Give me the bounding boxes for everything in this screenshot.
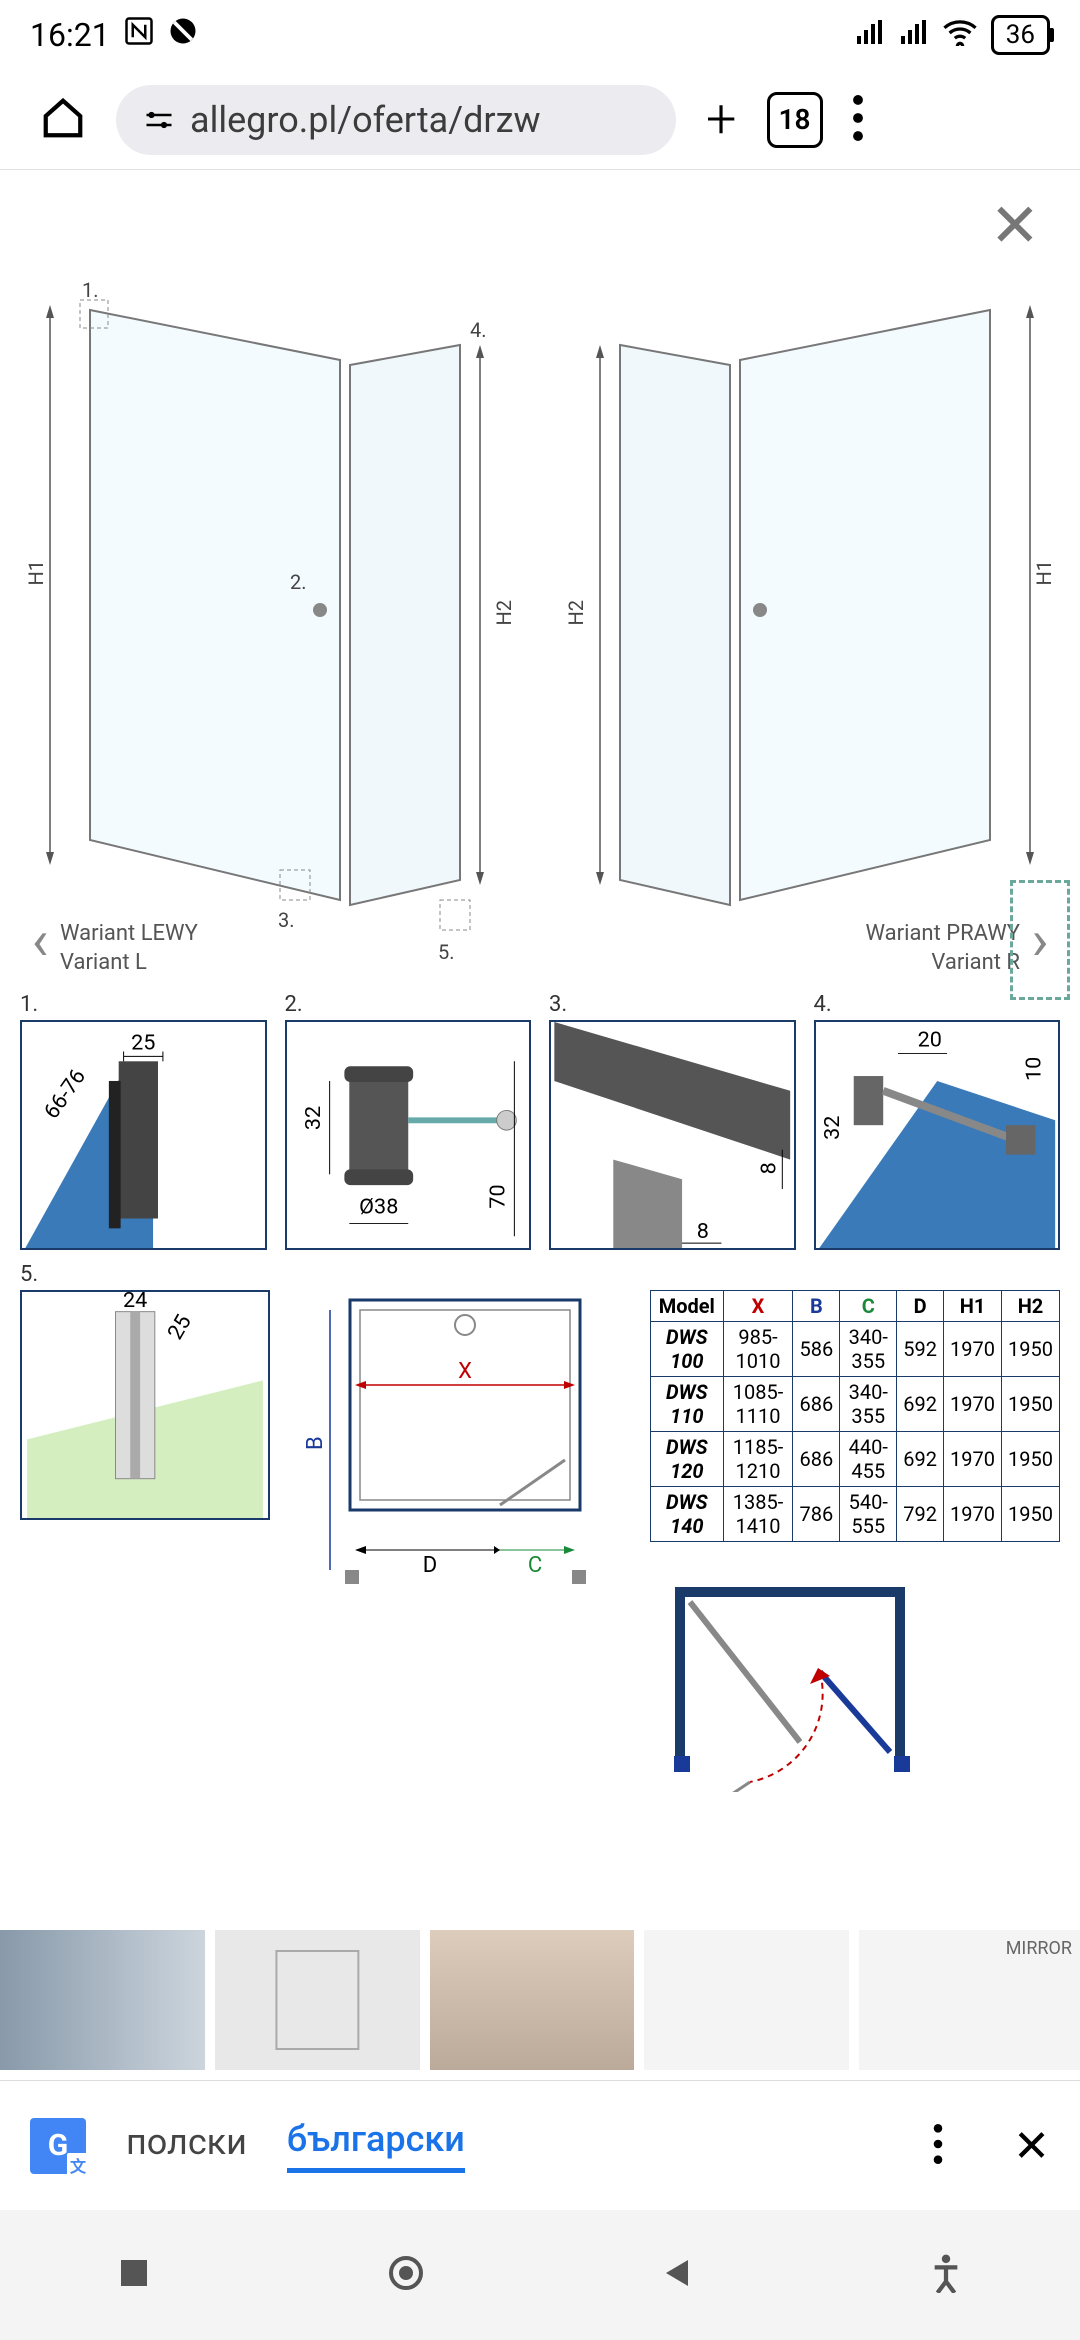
detail-1: 25 66-76 xyxy=(20,1020,267,1250)
svg-text:20: 20 xyxy=(917,1028,941,1053)
svg-text:X: X xyxy=(458,1359,472,1384)
detail-2: 32 Ø38 70 xyxy=(285,1020,532,1250)
detail-num-4: 4. xyxy=(814,992,832,1017)
translate-bar: G文 полски български ✕ xyxy=(0,2080,1080,2210)
nav-recent-icon[interactable] xyxy=(117,2256,151,2294)
svg-text:25: 25 xyxy=(131,1031,155,1056)
table-row: DWS 1401385-1410786540-55579219701950 xyxy=(651,1487,1060,1542)
svg-text:32: 32 xyxy=(300,1106,325,1130)
table-row: DWS 1101085-1110686340-35569219701950 xyxy=(651,1377,1060,1432)
main-diagram: H1 H2 1. 2. 3. 4. 5. H1 H2 Wariant LEWYV… xyxy=(20,280,1060,1000)
svg-text:25: 25 xyxy=(163,1311,197,1345)
mirror-label: MIRROR xyxy=(1006,1938,1072,1959)
detail-row-1: 1. 25 66-76 2. xyxy=(20,1020,1060,1250)
dim-h1-right: H1 xyxy=(1032,560,1056,586)
wifi-icon xyxy=(943,16,977,54)
browser-toolbar: allegro.pl/oferta/drzw + 18 xyxy=(0,70,1080,170)
thumbnail[interactable] xyxy=(644,1930,849,2070)
detail-3: 8 8 xyxy=(549,1020,796,1250)
th-h1: H1 xyxy=(944,1291,1002,1322)
thumbnail[interactable] xyxy=(430,1930,635,2070)
th-b: B xyxy=(793,1291,840,1322)
new-tab-icon[interactable]: + xyxy=(706,88,737,151)
translate-close-icon[interactable]: ✕ xyxy=(1013,2120,1050,2172)
detail-num-1: 1. xyxy=(20,992,38,1017)
prev-image-button[interactable]: ‹ xyxy=(10,880,70,1000)
svg-text:24: 24 xyxy=(123,1292,147,1313)
google-translate-icon[interactable]: G文 xyxy=(30,2118,86,2174)
status-bar: 16:21 36 xyxy=(0,0,1080,70)
svg-text:8: 8 xyxy=(756,1162,781,1174)
dimension-table: Model X B C D H1 H2 DWS 100985-101058634… xyxy=(650,1290,1060,1542)
plan-view: X B D C xyxy=(300,1290,620,1624)
svg-text:8: 8 xyxy=(697,1219,709,1244)
variant-right-label: Wariant PRAWYVariant R xyxy=(866,920,1020,977)
tab-count-button[interactable]: 18 xyxy=(767,92,823,148)
thumbnail[interactable] xyxy=(0,1930,205,2070)
dim-h2-right: H2 xyxy=(564,600,588,626)
clock: 16:21 xyxy=(30,16,110,54)
translate-menu-icon[interactable] xyxy=(933,2124,943,2168)
home-icon[interactable] xyxy=(40,95,86,145)
dnd-icon xyxy=(168,16,198,54)
detail-row-2: 5. 24 25 X xyxy=(20,1290,1060,1792)
svg-text:B: B xyxy=(303,1436,328,1450)
detail-4: 20 10 32 xyxy=(814,1020,1061,1250)
svg-text:10: 10 xyxy=(1021,1057,1046,1081)
site-settings-icon xyxy=(144,105,174,135)
nav-accessibility-icon[interactable] xyxy=(929,2253,963,2297)
svg-text:70: 70 xyxy=(485,1184,510,1208)
th-c: C xyxy=(840,1291,897,1322)
table-row: DWS 100985-1010586340-35559219701950 xyxy=(651,1322,1060,1377)
url-bar[interactable]: allegro.pl/oferta/drzw xyxy=(116,85,676,155)
close-icon[interactable]: ✕ xyxy=(990,190,1040,261)
detail-5: 24 25 xyxy=(20,1290,270,1520)
th-d: D xyxy=(897,1291,944,1322)
table-row: DWS 1201185-1210686440-45569219701950 xyxy=(651,1432,1060,1487)
svg-text:32: 32 xyxy=(819,1116,844,1140)
thumbnail[interactable] xyxy=(215,1930,420,2070)
svg-text:Ø38: Ø38 xyxy=(359,1195,398,1220)
next-image-button[interactable]: › xyxy=(1010,880,1070,1000)
dimension-table-block: Model X B C D H1 H2 DWS 100985-101058634… xyxy=(650,1290,1060,1792)
battery-indicator: 36 xyxy=(991,15,1050,55)
signal-icon-2 xyxy=(899,16,929,54)
svg-text:66-76: 66-76 xyxy=(39,1065,91,1124)
th-model: Model xyxy=(651,1291,724,1322)
lang-target-tab[interactable]: български xyxy=(287,2118,465,2173)
nav-home-icon[interactable] xyxy=(386,2253,426,2297)
svg-text:D: D xyxy=(423,1553,437,1578)
detail-num-5: 5. xyxy=(20,1262,38,1287)
callout-1: 1. xyxy=(82,278,99,302)
th-h2: H2 xyxy=(1002,1291,1060,1322)
callout-3: 3. xyxy=(278,908,295,932)
dim-h2-left: H2 xyxy=(492,600,516,626)
thumbnail[interactable]: MIRROR xyxy=(859,1930,1080,2070)
page-content: ✕ H1 H2 1. 2. 3. 4. 5. xyxy=(0,170,1080,2080)
signal-icon xyxy=(855,16,885,54)
variant-left-label: Wariant LEWYVariant L xyxy=(60,920,198,977)
detail-num-2: 2. xyxy=(285,992,303,1017)
dim-h1-left: H1 xyxy=(24,560,48,586)
menu-kebab-icon[interactable] xyxy=(853,95,863,145)
lang-source-tab[interactable]: полски xyxy=(126,2121,247,2171)
url-text: allegro.pl/oferta/drzw xyxy=(190,99,541,141)
th-x: X xyxy=(723,1291,793,1322)
thumbnail-strip[interactable]: MIRROR xyxy=(0,1930,1080,2070)
nav-back-icon[interactable] xyxy=(660,2256,694,2294)
nfc-icon xyxy=(124,16,154,54)
detail-num-3: 3. xyxy=(549,992,567,1017)
swing-diagram xyxy=(650,1572,1060,1792)
system-nav-bar xyxy=(0,2210,1080,2340)
callout-5: 5. xyxy=(438,940,455,964)
callout-4: 4. xyxy=(470,318,487,342)
callout-2: 2. xyxy=(290,570,307,594)
svg-text:C: C xyxy=(528,1553,542,1578)
